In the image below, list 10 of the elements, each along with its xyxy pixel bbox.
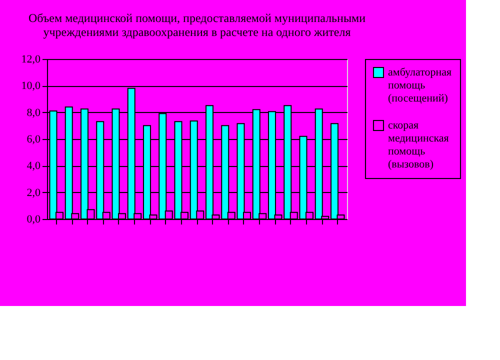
chart-title: Объем медицинской помощи, предоставляемой муниципальными учреждениями здравоохранения в расчете на одного жителя [28,11,366,39]
y-tick-label: 4,0 [26,160,41,172]
y-tick-label: 8,0 [26,106,41,119]
y-tick-label: 10,0 [21,80,41,92]
legend-label: скорая медицинская помощь (вызовов) [388,120,449,170]
legend-label: амбулаторная помощь (посещений) [388,66,452,104]
y-tick-label: 12,0 [21,54,41,66]
y-tick-label: 6,0 [26,134,41,146]
y-tick-label: 2,0 [26,186,41,199]
y-tick-label: 0,0 [26,214,41,226]
